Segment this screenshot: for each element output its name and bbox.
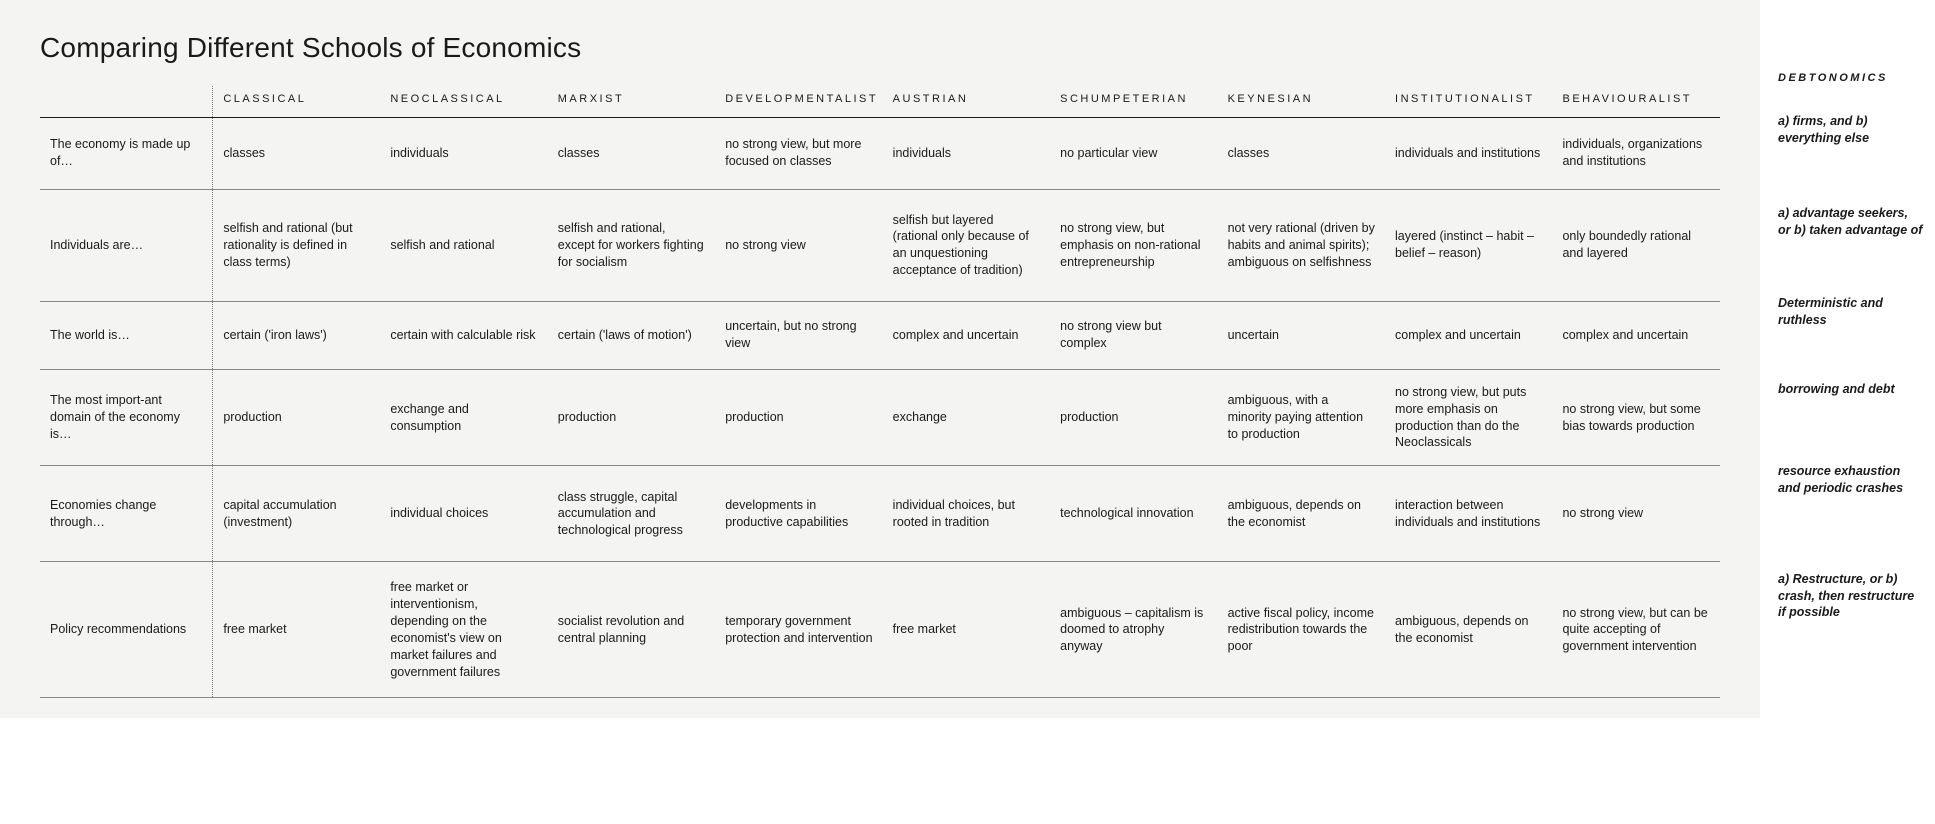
table-cell: layered (instinct – habit – belief – rea… (1385, 189, 1552, 301)
table-head: CLASSICALNEOCLASSICALMARXISTDEVELOPMENTA… (40, 86, 1720, 117)
table-cell: uncertain, but no strong view (715, 301, 882, 369)
debtonomics-cell: a) firms, and b) everything else (1778, 94, 1923, 166)
table-cell: selfish and rational (but rationality is… (213, 189, 380, 301)
table-row: Economies change through…capital accumul… (40, 466, 1720, 562)
table-cell: exchange and consumption (380, 369, 547, 466)
debtonomics-cell: a) Restructure, or b) crash, then restru… (1778, 528, 1923, 664)
table-cell: no strong view, but more focused on clas… (715, 117, 882, 189)
table-cell: no particular view (1050, 117, 1217, 189)
table-cell: not very rational (driven by habits and … (1218, 189, 1385, 301)
table-cell: classes (213, 117, 380, 189)
table-cell: individual choices, but rooted in tradit… (883, 466, 1050, 562)
table-cell: ambiguous, depends on the economist (1385, 562, 1552, 698)
table-cell: production (1050, 369, 1217, 466)
table-cell: certain ('iron laws') (213, 301, 380, 369)
table-cell: no strong view, but emphasis on non-rati… (1050, 189, 1217, 301)
table-cell: only boundedly rational and layered (1552, 189, 1720, 301)
table-cell: no strong view (1552, 466, 1720, 562)
table-cell: individuals (380, 117, 547, 189)
row-label: Individuals are… (40, 189, 213, 301)
table-row: Individuals are…selfish and rational (bu… (40, 189, 1720, 301)
table-row: The world is…certain ('iron laws')certai… (40, 301, 1720, 369)
debtonomics-cell: a) advantage seekers, or b) taken advant… (1778, 166, 1923, 278)
row-label: Policy recommendations (40, 562, 213, 698)
table-cell: capital accumulation (investment) (213, 466, 380, 562)
table-cell: selfish but layered (rational only becau… (883, 189, 1050, 301)
table-cell: complex and uncertain (1552, 301, 1720, 369)
table-cell: complex and uncertain (1385, 301, 1552, 369)
table-cell: interaction between individuals and inst… (1385, 466, 1552, 562)
table-cell: no strong view (715, 189, 882, 301)
table-cell: classes (548, 117, 715, 189)
column-header: SCHUMPETERIAN (1050, 86, 1217, 117)
table-cell: selfish and rational, except for workers… (548, 189, 715, 301)
column-header: NEOCLASSICAL (380, 86, 547, 117)
column-header: MARXIST (548, 86, 715, 117)
table-cell: individual choices (380, 466, 547, 562)
column-header: CLASSICAL (213, 86, 380, 117)
column-header: KEYNESIAN (1218, 86, 1385, 117)
table-cell: uncertain (1218, 301, 1385, 369)
table-cell: production (213, 369, 380, 466)
table-cell: technological innovation (1050, 466, 1217, 562)
page-outer: Comparing Different Schools of Economics… (0, 0, 1935, 718)
debtonomics-cell: Deterministic and ruthless (1778, 278, 1923, 346)
table-cell: certain with calculable risk (380, 301, 547, 369)
table-cell: selfish and rational (380, 189, 547, 301)
column-header: DEVELOPMENTALIST (715, 86, 882, 117)
debtonomics-cell: resource exhaustion and periodic crashes (1778, 432, 1923, 528)
table-cell: individuals, organizations and instituti… (1552, 117, 1720, 189)
column-header: AUSTRIAN (883, 86, 1050, 117)
table-cell: classes (1218, 117, 1385, 189)
table-cell: no strong view, but puts more emphasis o… (1385, 369, 1552, 466)
page-title: Comparing Different Schools of Economics (40, 32, 1720, 64)
table-cell: individuals and institutions (1385, 117, 1552, 189)
table-row: Policy recommendationsfree marketfree ma… (40, 562, 1720, 698)
row-label: The economy is made up of… (40, 117, 213, 189)
table-cell: production (715, 369, 882, 466)
table-cell: no strong view but complex (1050, 301, 1217, 369)
debtonomics-column: DEBTONOMICS a) firms, and b) everything … (1760, 0, 1935, 684)
table-cell: exchange (883, 369, 1050, 466)
table-cell: ambiguous, depends on the economist (1218, 466, 1385, 562)
table-cell: no strong view, but can be quite accepti… (1552, 562, 1720, 698)
table-row: The economy is made up of…classesindivid… (40, 117, 1720, 189)
table-cell: certain ('laws of motion') (548, 301, 715, 369)
debtonomics-cell: borrowing and debt (1778, 346, 1923, 432)
table-cell: individuals (883, 117, 1050, 189)
table-body: The economy is made up of…classesindivid… (40, 117, 1720, 698)
table-cell: ambiguous, with a minority paying attent… (1218, 369, 1385, 466)
row-label: Economies change through… (40, 466, 213, 562)
table-cell: temporary government protection and inte… (715, 562, 882, 698)
table-cell: free market (213, 562, 380, 698)
table-cell: ambiguous – capitalism is doomed to atro… (1050, 562, 1217, 698)
row-label: The world is… (40, 301, 213, 369)
table-cell: free market (883, 562, 1050, 698)
table-cell: socialist revolution and central plannin… (548, 562, 715, 698)
debtonomics-header: DEBTONOMICS (1778, 32, 1923, 94)
column-header: BEHAVIOURALIST (1552, 86, 1720, 117)
schools-table: CLASSICALNEOCLASSICALMARXISTDEVELOPMENTA… (40, 86, 1720, 698)
table-row: The most import-ant domain of the econom… (40, 369, 1720, 466)
comparison-table-panel: Comparing Different Schools of Economics… (0, 0, 1760, 718)
column-header: INSTITUTIONALIST (1385, 86, 1552, 117)
header-row: CLASSICALNEOCLASSICALMARXISTDEVELOPMENTA… (40, 86, 1720, 117)
table-cell: active fiscal policy, income redistribut… (1218, 562, 1385, 698)
table-cell: production (548, 369, 715, 466)
table-cell: class struggle, capital accumulation and… (548, 466, 715, 562)
table-cell: no strong view, but some bias towards pr… (1552, 369, 1720, 466)
row-label: The most import-ant domain of the econom… (40, 369, 213, 466)
table-cell: complex and uncertain (883, 301, 1050, 369)
table-cell: free market or interventionism, dependin… (380, 562, 547, 698)
table-cell: developments in productive capabilities (715, 466, 882, 562)
header-blank (40, 86, 213, 117)
